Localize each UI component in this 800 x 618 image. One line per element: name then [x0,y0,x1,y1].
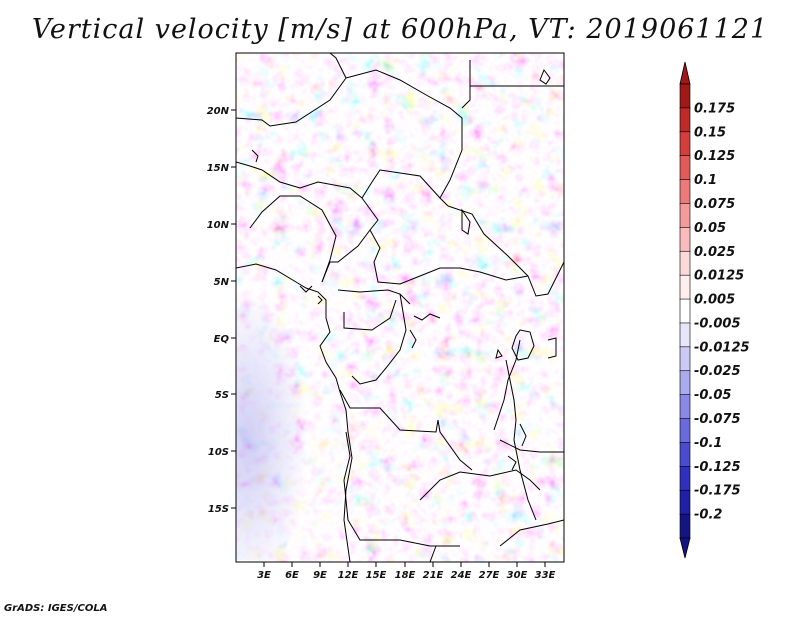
colorbar-label: 0.075 [694,197,735,212]
colorbar-swatch [679,179,691,205]
colorbar-segments [679,83,691,539]
colorbar-swatch [679,250,691,276]
map-title: Vertical velocity [m/s] at 600hPa, VT: 2… [31,14,769,45]
colorbar-label: 0.175 [694,101,735,116]
colorbar-swatch [679,466,691,491]
colorbar-label: 0.05 [694,221,726,236]
colorbar-swatch [679,442,691,468]
colorbar-swatch [679,298,691,324]
grads-credit: GrADS: IGES/COLA [4,603,108,614]
colorbar-label: -0.125 [694,460,741,475]
longitude-axis: 3E 6E 9E 12E 15E 18E 21E 24E 27E 30E 33E [257,562,556,581]
colorbar-label: -0.075 [694,412,741,427]
lon-label-12e: 12E [338,570,359,581]
lon-label-27e: 27E [479,570,500,581]
colorbar-label: -0.175 [694,484,741,499]
lon-label-15e: 15E [366,570,387,581]
velocity-field [236,53,564,562]
lon-label-30e: 30E [507,570,528,581]
colorbar-labels: 0.175 0.15 0.125 0.1 0.075 0.05 0.025 0.0125 0.0… [694,101,750,522]
lon-label-18e: 18E [395,570,416,581]
lon-label-9e: 9E [313,570,327,581]
colorbar-swatch [679,227,691,252]
lat-label-5n: 5N [214,277,230,288]
lon-label-21e: 21E [423,570,444,581]
lat-label-10s: 10S [208,447,229,458]
colorbar-label: 0.0125 [694,269,744,284]
colorbar: 0.175 0.15 0.125 0.1 0.075 0.05 0.025 0.0125 0.0… [679,61,750,559]
lon-label-3e: 3E [257,570,271,581]
colorbar-label: -0.0125 [694,340,750,355]
colorbar-swatch [679,107,691,133]
colorbar-label: -0.05 [694,388,731,403]
lat-label-10n: 10N [207,220,230,231]
colorbar-label: -0.005 [694,316,741,331]
colorbar-label: -0.2 [694,508,722,523]
lon-label-24e: 24E [451,570,472,581]
lon-label-33e: 33E [535,570,556,581]
colorbar-swatch [679,346,691,372]
colorbar-label: 0.125 [694,149,735,164]
colorbar-label: 0.15 [694,125,726,140]
colorbar-swatch [679,83,691,109]
country-borders [236,53,564,562]
colorbar-swatch [679,513,691,539]
colorbar-swatch [679,370,691,396]
colorbar-label: 0.025 [694,245,735,260]
colorbar-top-arrow [679,61,691,85]
lon-label-6e: 6E [285,570,299,581]
colorbar-swatch [679,322,691,348]
lat-label-20n: 20N [207,106,230,117]
colorbar-swatch [679,203,691,229]
colorbar-bottom-arrow [679,537,691,559]
colorbar-label: 0.1 [694,173,717,188]
lat-label-5s: 5S [215,390,229,401]
lat-label-15n: 15N [207,163,230,174]
colorbar-swatch [679,418,691,444]
colorbar-swatch [679,155,691,181]
colorbar-swatch [679,131,691,157]
colorbar-swatch [679,274,691,300]
colorbar-swatch [679,394,691,420]
colorbar-swatch [679,489,691,515]
colorbar-label: 0.005 [694,293,735,308]
colorbar-label: -0.1 [694,436,722,451]
lat-label-eq: EQ [214,334,230,345]
colorbar-label: -0.025 [694,364,741,379]
coastlines [236,68,557,562]
map-frame [235,52,565,563]
lat-label-15s: 15S [208,504,229,515]
latitude-axis: 20N 15N 10N 5N EQ 5S 10S 15S [207,106,236,515]
